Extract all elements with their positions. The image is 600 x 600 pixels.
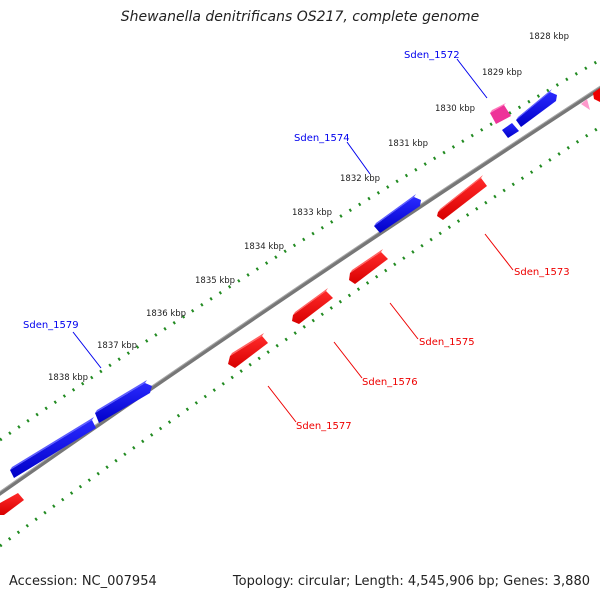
label-leader	[456, 58, 488, 99]
gene-feature-pink[interactable]	[490, 103, 511, 124]
gene-feature-edge-red[interactable]	[0, 493, 24, 515]
position-label: 1829 kbp	[482, 68, 522, 78]
gene-feature-sden-1572a[interactable]	[502, 123, 519, 138]
label-leader	[267, 385, 297, 423]
position-label: 1837 kbp	[97, 341, 137, 351]
gene-feature-sden-1577[interactable]	[228, 333, 268, 368]
label-leader	[72, 331, 102, 369]
accession-text: Accession: NC_007954	[9, 574, 157, 589]
gene-feature-sden-1574[interactable]	[374, 194, 421, 233]
position-label: 1833 kbp	[292, 208, 332, 218]
gene-feature-sden-1576[interactable]	[292, 288, 333, 324]
gene-label-sden-1577[interactable]: Sden_1577	[296, 421, 352, 432]
inner-tick-track	[0, 125, 600, 548]
gene-label-sden-1574[interactable]: Sden_1574	[294, 133, 350, 144]
position-label: 1835 kbp	[195, 276, 235, 286]
gene-feature-sden-1579[interactable]	[95, 380, 152, 423]
gene-feature-sden-1573[interactable]	[437, 175, 487, 220]
position-label: 1836 kbp	[146, 309, 186, 319]
map-title: Shewanella denitrificans OS217, complete…	[120, 9, 480, 25]
outer-tick-track	[0, 58, 600, 442]
gene-label-sden-1573[interactable]: Sden_1573	[514, 267, 570, 278]
label-leader	[333, 341, 363, 379]
label-leader	[484, 233, 514, 271]
label-leader	[346, 141, 371, 175]
gene-label-sden-1575[interactable]: Sden_1575	[419, 337, 475, 348]
genome-backbone	[0, 85, 600, 496]
gene-feature-sden-1572[interactable]	[516, 89, 557, 127]
position-label: 1828 kbp	[529, 32, 569, 42]
gene-label-sden-1579[interactable]: Sden_1579	[23, 320, 79, 331]
position-label: 1838 kbp	[48, 373, 88, 383]
position-label: 1831 kbp	[388, 139, 428, 149]
gene-feature-red-edge[interactable]	[593, 88, 600, 102]
gene-feature-sden-1579a[interactable]	[10, 417, 96, 478]
position-label: 1832 kbp	[340, 174, 380, 184]
gene-label-sden-1572[interactable]: Sden_1572	[404, 50, 460, 61]
gene-feature-sden-1575[interactable]	[349, 249, 388, 284]
position-label: 1830 kbp	[435, 104, 475, 114]
gene-feature-pink-edge[interactable]	[581, 99, 590, 110]
label-leader	[389, 302, 419, 340]
position-label: 1834 kbp	[244, 242, 284, 252]
gene-label-sden-1576[interactable]: Sden_1576	[362, 377, 418, 388]
genome-summary-text: Topology: circular; Length: 4,545,906 bp…	[232, 574, 590, 589]
